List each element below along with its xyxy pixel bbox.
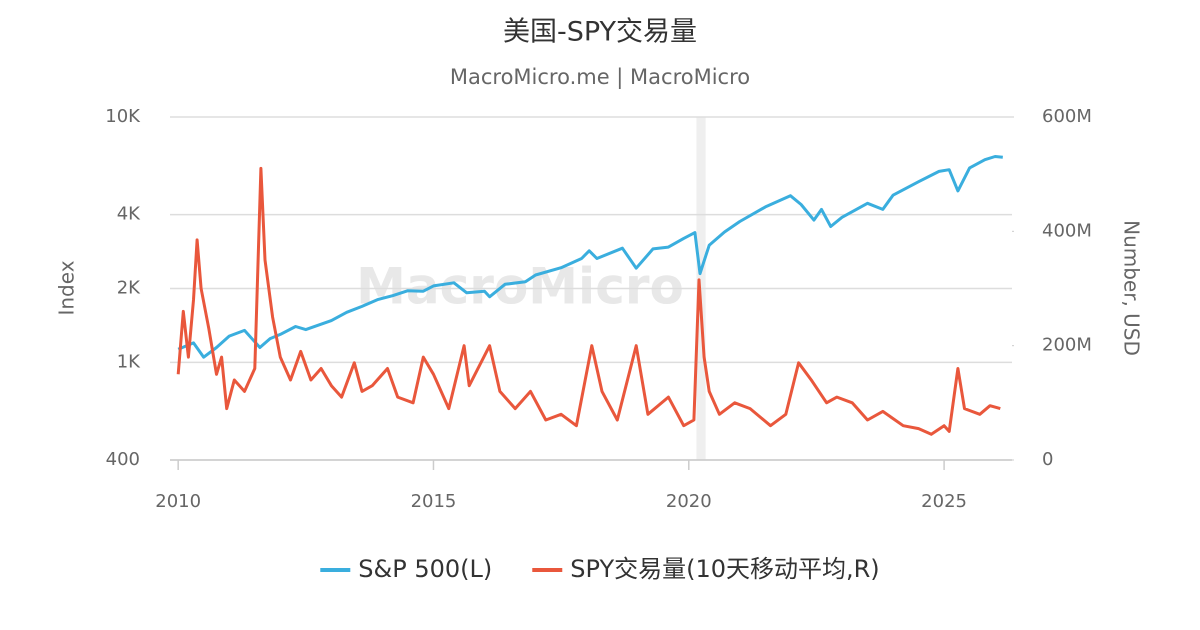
y2-tick-label: 0 xyxy=(1042,449,1053,470)
chart-subtitle: MacroMicro.me | MacroMicro xyxy=(450,65,750,90)
y2-tick-label: 200M xyxy=(1042,335,1092,356)
x-tick-label: 2025 xyxy=(921,491,967,512)
y-tick-label: 1K xyxy=(117,351,141,372)
chart-title: 美国-SPY交易量 xyxy=(503,17,697,48)
series-line xyxy=(177,155,1003,359)
y-tick-label: 4K xyxy=(117,204,141,225)
y2-tick-label: 600M xyxy=(1042,106,1092,127)
y-tick-label: 2K xyxy=(117,278,141,299)
legend-label: SPY交易量(10天移动平均,R) xyxy=(570,555,879,583)
y-tick-label: 400 xyxy=(106,449,140,470)
x-tick-label: 2020 xyxy=(666,491,712,512)
y2-tick-label: 400M xyxy=(1042,220,1092,241)
watermark: MacroMicro xyxy=(356,258,684,316)
x-tick-label: 2015 xyxy=(411,491,457,512)
x-tick-label: 2010 xyxy=(155,491,201,512)
y-axis-label: Index xyxy=(55,260,79,315)
legend-label: S&P 500(L) xyxy=(358,555,492,583)
series-line xyxy=(176,166,1001,436)
y2-axis-label: Number, USD xyxy=(1120,220,1144,356)
y-tick-label: 10K xyxy=(105,106,141,127)
